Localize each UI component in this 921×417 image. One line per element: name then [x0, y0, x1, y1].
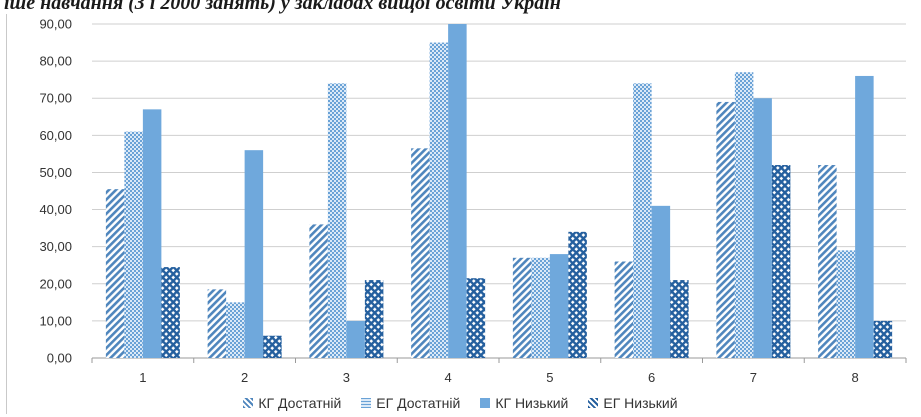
x-tick-label: 7 — [750, 370, 757, 385]
y-tick-label: 0,00 — [47, 351, 72, 366]
bar — [142, 109, 162, 358]
bar — [651, 205, 671, 358]
legend-item: ЕГ Достатній — [361, 395, 460, 411]
bar-chart: 0,00 10,00 20,00 30,00 40,00 50,00 60,00 70,00 8… — [39, 17, 907, 385]
bar — [327, 83, 347, 358]
bar — [466, 278, 486, 358]
legend-swatch — [480, 398, 491, 408]
bar — [771, 165, 791, 358]
bar — [161, 267, 180, 358]
bar — [448, 24, 467, 358]
bar — [364, 280, 384, 358]
x-tick-label: 6 — [648, 370, 655, 385]
bar — [549, 254, 569, 358]
bar — [512, 257, 532, 358]
bar — [531, 257, 550, 358]
y-tick-label: 50,00 — [39, 165, 72, 180]
legend-label: КГ Низький — [495, 395, 569, 411]
chart-caption: іше навчання (3 і 2000 занять) у заклада… — [4, 0, 561, 14]
bar — [411, 148, 430, 358]
legend-label: ЕГ Низький — [603, 395, 678, 411]
x-tick-label: 3 — [343, 370, 350, 385]
bar — [633, 83, 652, 358]
bar — [836, 250, 856, 358]
left-border-line — [6, 14, 7, 414]
legend-item: КГ Низький — [480, 395, 568, 411]
y-tick-label: 60,00 — [39, 128, 72, 143]
bar — [263, 335, 282, 358]
x-tick-label: 8 — [852, 370, 859, 385]
legend-swatch — [361, 398, 372, 408]
x-tick-label: 4 — [445, 370, 452, 385]
bar — [346, 320, 365, 358]
legend-label: ЕГ Достатній — [376, 395, 461, 411]
bar — [734, 72, 754, 358]
x-tick-label: 5 — [546, 370, 553, 385]
y-tick-label: 80,00 — [39, 54, 72, 69]
bar — [670, 280, 689, 358]
bar — [207, 289, 227, 358]
bar — [226, 302, 245, 358]
bar — [818, 165, 837, 358]
y-tick-label: 90,00 — [39, 17, 72, 32]
x-tick-label: 1 — [139, 370, 146, 385]
axes: 0,00 10,00 20,00 30,00 40,00 50,00 60,00 70,00 8… — [39, 17, 907, 385]
bar — [309, 224, 328, 358]
bar — [568, 231, 587, 358]
legend-item: ЕГ Низький — [588, 395, 678, 411]
y-tick-label: 40,00 — [39, 202, 72, 217]
chart-legend: КГ Достатній ЕГ Достатній КГ Низький ЕГ Низ… — [0, 392, 921, 414]
bar — [873, 320, 893, 358]
bar — [855, 75, 874, 358]
bar — [244, 150, 264, 358]
bar — [429, 42, 449, 359]
legend-swatch — [588, 398, 599, 408]
bars — [105, 24, 893, 359]
bar — [614, 261, 634, 358]
legend-swatch — [243, 398, 254, 408]
bar — [124, 131, 143, 358]
bar — [716, 101, 735, 358]
legend-label: КГ Достатній — [258, 395, 342, 411]
y-tick-label: 30,00 — [39, 239, 72, 254]
bar — [753, 98, 772, 358]
legend-item: КГ Достатній — [243, 395, 341, 411]
y-tick-label: 10,00 — [39, 313, 72, 328]
y-tick-label: 20,00 — [39, 276, 72, 291]
bar — [105, 189, 125, 358]
y-tick-label: 70,00 — [39, 91, 72, 106]
x-tick-label: 2 — [241, 370, 248, 385]
